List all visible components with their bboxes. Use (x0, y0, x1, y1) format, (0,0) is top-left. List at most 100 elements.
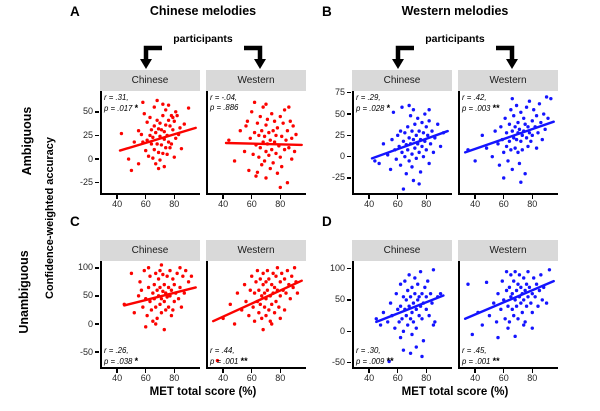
data-point (265, 117, 270, 122)
data-point (506, 304, 510, 308)
participants-arrow-left-icon (392, 45, 414, 69)
data-point (164, 308, 168, 312)
data-point (270, 302, 274, 307)
data-point (288, 119, 292, 123)
data-point (166, 140, 171, 144)
data-point (278, 280, 282, 284)
x-tick-label: 40 (364, 373, 375, 383)
data-point (407, 273, 411, 277)
data-point (529, 139, 533, 143)
data-point (524, 136, 529, 140)
data-point (228, 302, 232, 307)
data-point (512, 279, 516, 283)
data-point (418, 170, 423, 174)
data-point (235, 291, 240, 295)
data-point (162, 327, 166, 332)
regression-line (375, 294, 445, 324)
data-point (424, 148, 428, 152)
data-point (182, 291, 186, 295)
data-point (388, 167, 393, 172)
x-tick-mark (250, 195, 253, 199)
data-point (158, 302, 162, 307)
data-point (129, 271, 134, 276)
data-point (510, 291, 514, 296)
data-point (401, 329, 406, 334)
data-point (119, 131, 124, 136)
data-point (294, 132, 298, 137)
y-tick-mark (347, 361, 351, 364)
data-point (161, 272, 165, 277)
data-point (258, 302, 262, 307)
data-point (390, 137, 394, 142)
data-point (403, 154, 407, 159)
x-tick-label: 40 (112, 199, 123, 209)
panel-title: Chinese melodies (149, 4, 257, 18)
data-point (510, 129, 514, 133)
data-point (504, 288, 509, 293)
data-point (156, 166, 161, 171)
arrow-head (140, 59, 152, 69)
data-point (542, 112, 546, 116)
row-label-ambiguous: Ambiguous (20, 106, 34, 176)
arrow-head (392, 59, 404, 69)
facet-strip-chinese: Chinese (100, 240, 200, 261)
regression-line (463, 279, 555, 320)
y-tick-mark (95, 181, 99, 184)
data-point (166, 103, 171, 107)
data-point (290, 157, 294, 161)
data-point (398, 129, 403, 133)
y-tick-mark (347, 299, 351, 301)
data-point (271, 129, 275, 133)
data-point (148, 115, 152, 120)
data-point (473, 159, 477, 163)
y-tick-mark (347, 330, 351, 333)
data-point (262, 291, 267, 295)
y-tick-mark (347, 155, 351, 158)
data-point (142, 268, 146, 273)
data-point (247, 168, 251, 173)
data-point (232, 159, 237, 163)
x-tick-mark (531, 195, 534, 199)
data-point (138, 280, 142, 284)
data-point (139, 132, 144, 137)
data-point (421, 131, 426, 135)
data-point (159, 263, 164, 267)
data-point (424, 295, 428, 299)
data-point (156, 150, 161, 155)
data-point (126, 157, 131, 161)
data-point (159, 311, 164, 315)
data-point (178, 266, 182, 270)
data-point (168, 268, 172, 273)
data-point (145, 120, 149, 124)
data-point (514, 304, 519, 308)
data-point (166, 285, 171, 290)
data-point (151, 319, 155, 323)
data-point (148, 133, 152, 138)
data-point (507, 320, 512, 324)
facet-strip-western: Western (206, 240, 306, 261)
data-point (154, 162, 158, 166)
x-tick-label: 40 (364, 199, 375, 209)
data-point (262, 305, 267, 309)
data-point (523, 171, 527, 176)
data-point (514, 137, 519, 142)
data-point (519, 180, 523, 184)
data-point (539, 120, 543, 125)
x-tick-label: 40 (470, 373, 481, 383)
x-tick-mark (368, 369, 370, 373)
data-point (533, 295, 537, 299)
data-point (136, 294, 141, 298)
data-point (252, 319, 257, 323)
data-point (172, 155, 176, 159)
stats-annotation-C-chinese: r = .26, p = .038 * (104, 346, 139, 366)
data-point (287, 146, 291, 150)
y-tick-label: 25 (334, 129, 345, 140)
data-point (164, 146, 168, 150)
data-point (529, 301, 533, 305)
data-point (165, 152, 169, 157)
data-point (403, 131, 407, 135)
data-point (404, 313, 408, 318)
data-point (270, 282, 274, 287)
y-tick-mark (347, 91, 351, 94)
